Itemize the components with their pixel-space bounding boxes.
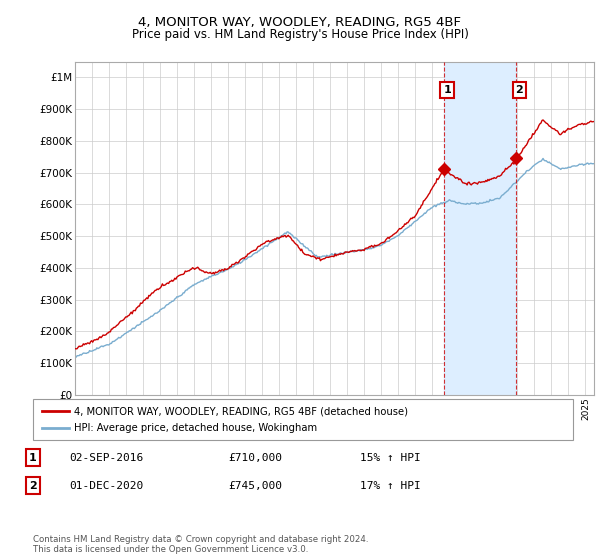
Text: 4, MONITOR WAY, WOODLEY, READING, RG5 4BF: 4, MONITOR WAY, WOODLEY, READING, RG5 4B… [139,16,461,29]
Text: HPI: Average price, detached house, Wokingham: HPI: Average price, detached house, Woki… [74,423,317,433]
Text: 17% ↑ HPI: 17% ↑ HPI [360,480,421,491]
Text: Contains HM Land Registry data © Crown copyright and database right 2024.
This d: Contains HM Land Registry data © Crown c… [33,535,368,554]
Text: 01-DEC-2020: 01-DEC-2020 [69,480,143,491]
Text: 15% ↑ HPI: 15% ↑ HPI [360,452,421,463]
Text: 2: 2 [29,480,37,491]
Text: 2: 2 [515,85,523,95]
Text: Price paid vs. HM Land Registry's House Price Index (HPI): Price paid vs. HM Land Registry's House … [131,28,469,41]
Text: 1: 1 [29,452,37,463]
Text: 4, MONITOR WAY, WOODLEY, READING, RG5 4BF (detached house): 4, MONITOR WAY, WOODLEY, READING, RG5 4B… [74,407,408,417]
Text: 02-SEP-2016: 02-SEP-2016 [69,452,143,463]
Text: £745,000: £745,000 [228,480,282,491]
Text: 1: 1 [443,85,451,95]
Bar [443,62,516,395]
Text: £710,000: £710,000 [228,452,282,463]
